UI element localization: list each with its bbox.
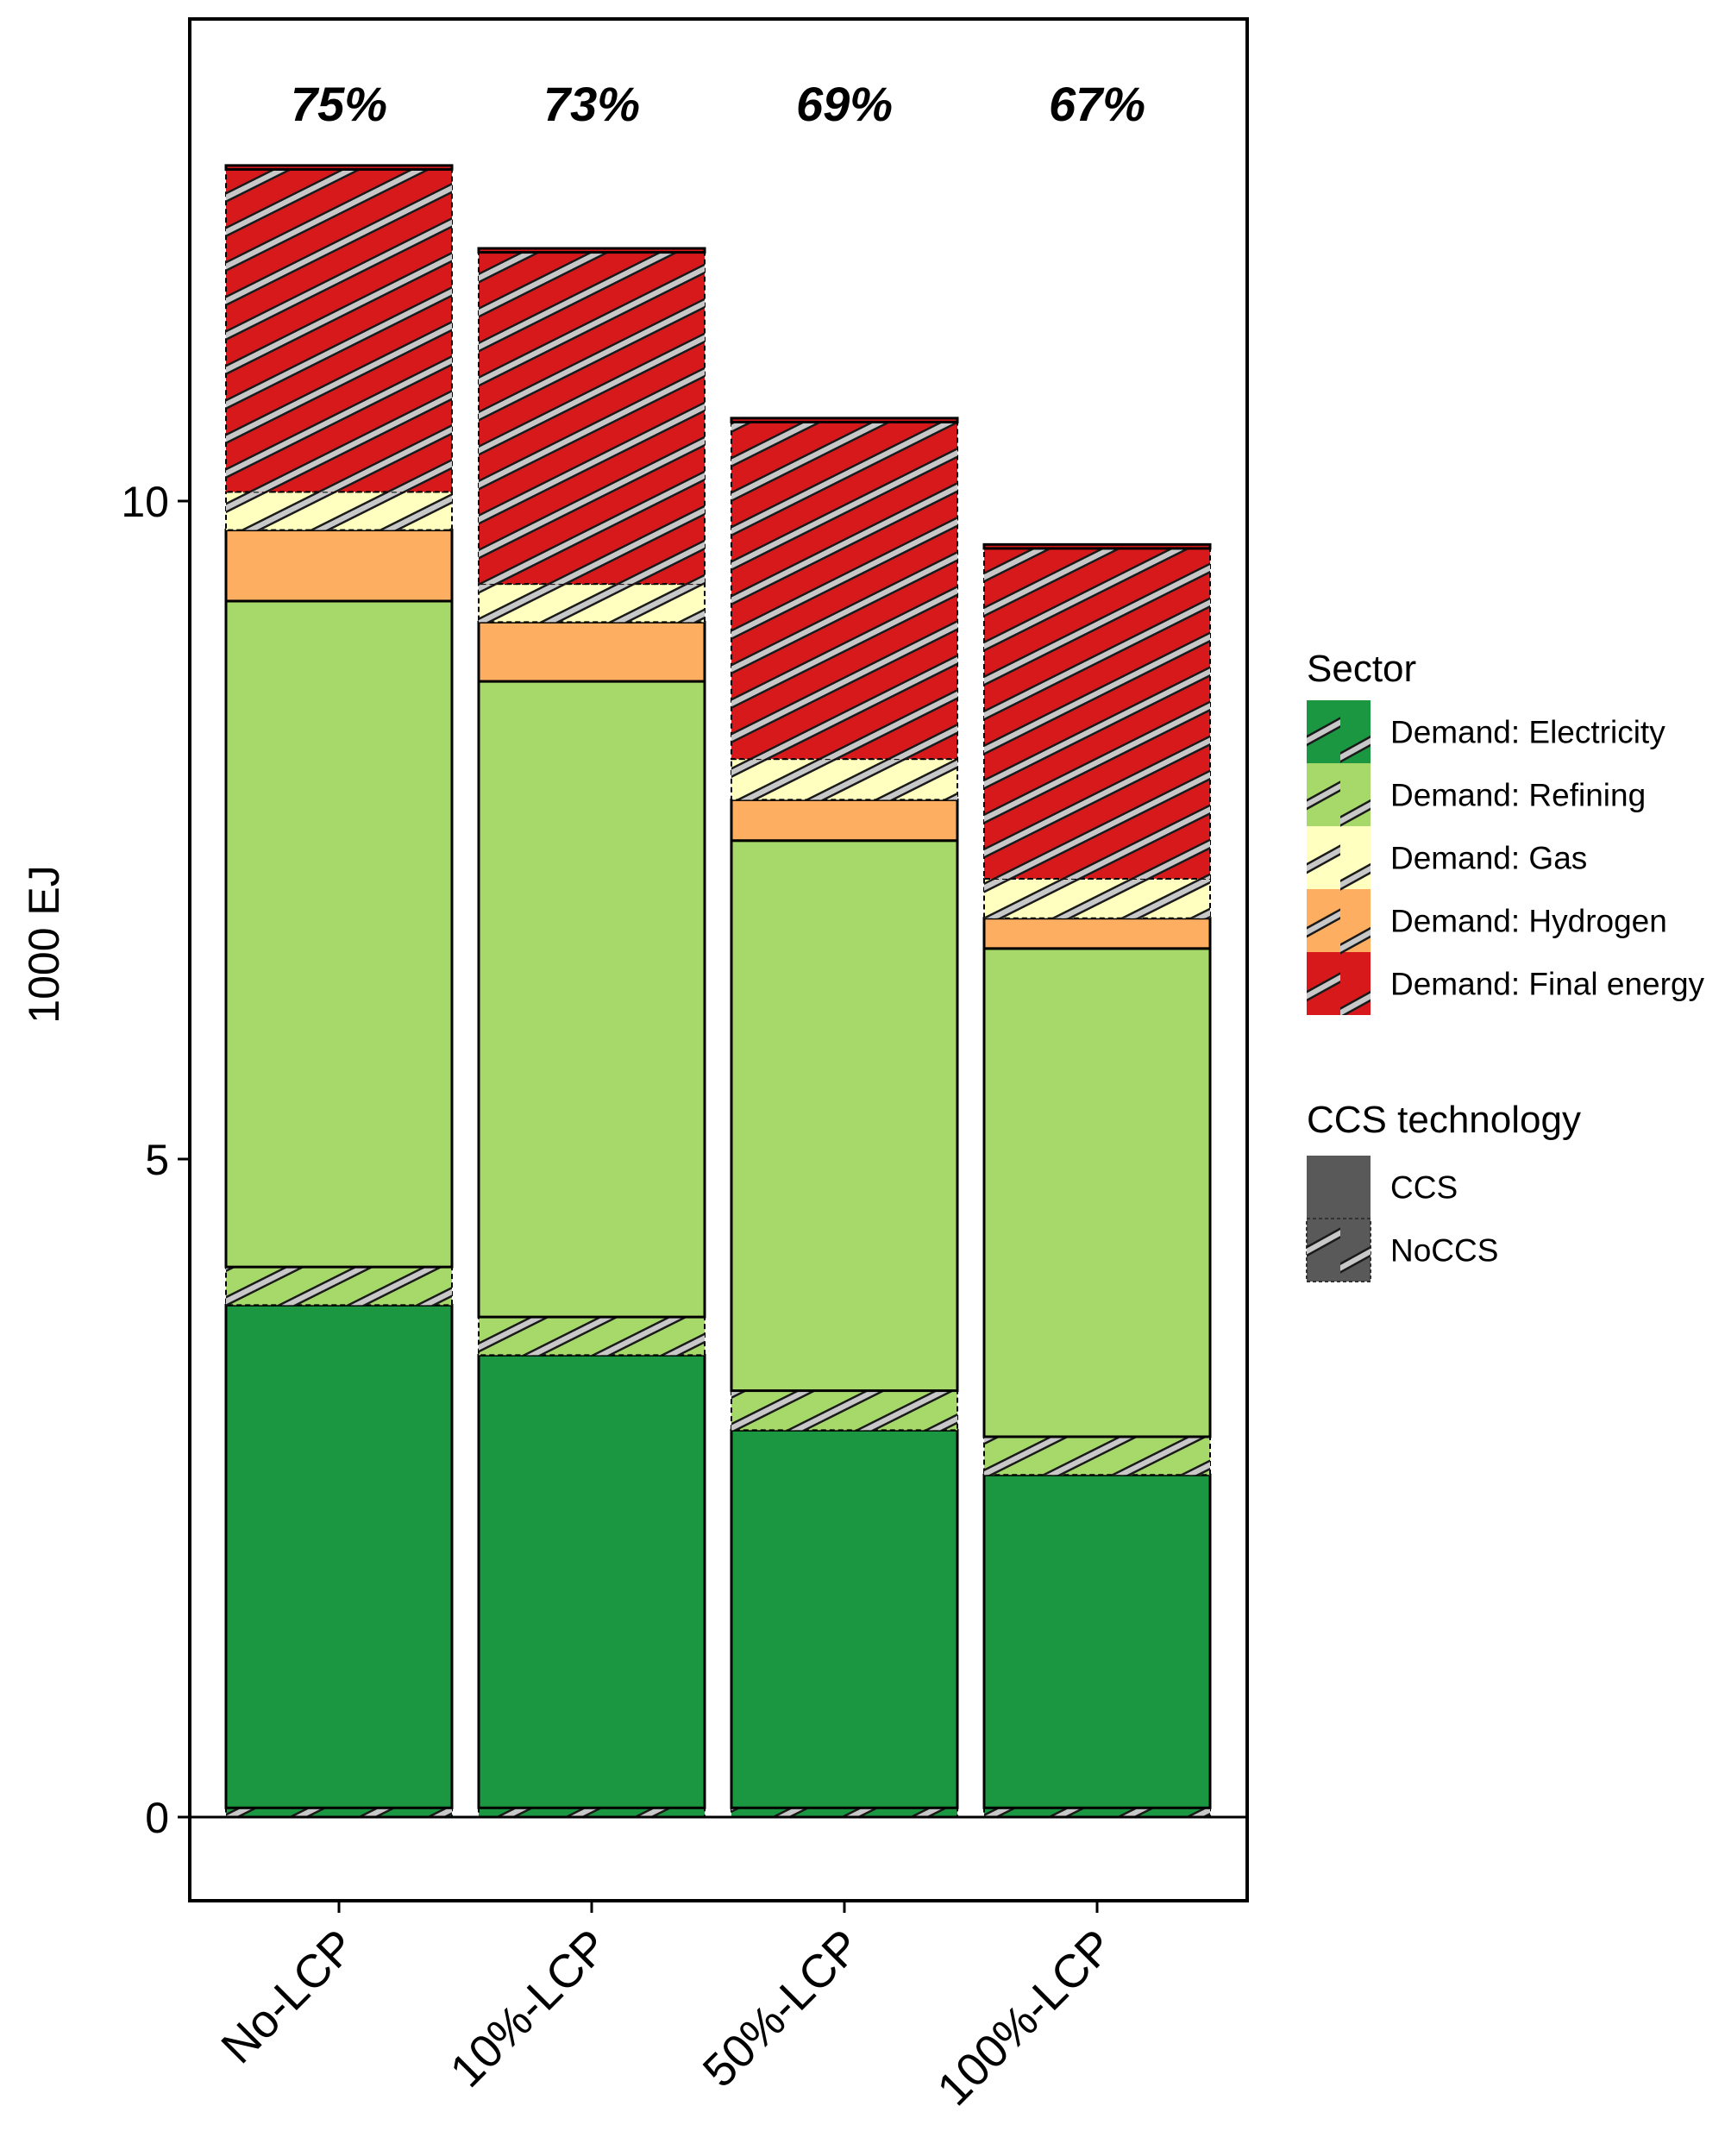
bar-segment-demand-gas-noccs-hatch bbox=[226, 492, 452, 530]
x-tick-label: 50%-LCP bbox=[693, 1920, 871, 2097]
y-tick-label: 5 bbox=[145, 1136, 169, 1184]
legend-label: Demand: Refining bbox=[1390, 778, 1646, 813]
legend-swatch-hatch bbox=[1307, 1219, 1371, 1282]
legend: Sector Demand: Electricity Demand: Refinin… bbox=[1306, 648, 1705, 1282]
legend-swatch-hatch bbox=[1307, 952, 1371, 1015]
bar-segment-demand-final-energy-noccs-hatch bbox=[226, 169, 452, 492]
legend-label: Demand: Hydrogen bbox=[1390, 904, 1667, 939]
bar-segment-demand-electricity-noccs-hatch bbox=[984, 1808, 1210, 1817]
legend-label: Demand: Final energy bbox=[1390, 967, 1705, 1002]
bar-segment-demand-electricity-ccs bbox=[730, 1428, 959, 1809]
x-tick-label: 10%-LCP bbox=[441, 1920, 618, 2097]
bar-segment-demand-hydrogen-ccs bbox=[982, 917, 1212, 950]
x-tick-label: 100%-LCP bbox=[927, 1920, 1123, 2115]
bar-50-lcp bbox=[730, 417, 959, 1819]
bar-segment-demand-gas-noccs-hatch bbox=[479, 584, 705, 623]
plot-area: 75% 73% 69% 67% bbox=[188, 17, 1249, 1902]
legend-item-demand-electricity: Demand: Electricity bbox=[1307, 700, 1665, 763]
bar-segment-demand-final-energy-ccs bbox=[730, 417, 959, 423]
legend-label: Demand: Gas bbox=[1390, 841, 1587, 876]
legend-item-demand-hydrogen: Demand: Hydrogen bbox=[1307, 889, 1667, 952]
y-axis: 0 5 10 bbox=[121, 478, 190, 1842]
y-axis-label: 1000 EJ bbox=[20, 865, 68, 1023]
legend-swatch bbox=[1307, 1156, 1371, 1219]
bar-segment-demand-final-energy-ccs bbox=[982, 542, 1212, 550]
bar-segment-demand-final-energy-noccs-hatch bbox=[479, 252, 705, 585]
bar-segment-demand-refining-noccs-hatch bbox=[984, 1436, 1210, 1476]
bar-annotation-no-lcp: 75% bbox=[291, 77, 387, 131]
legend-item-demand-final-energy: Demand: Final energy bbox=[1307, 952, 1705, 1015]
bar-segment-demand-hydrogen-ccs bbox=[224, 529, 454, 603]
bar-segment-demand-gas-noccs-hatch bbox=[731, 759, 957, 800]
bar-segment-demand-refining-noccs-hatch bbox=[731, 1390, 957, 1431]
plot-panel-border bbox=[188, 17, 1249, 1902]
bar-segment-demand-electricity-noccs-hatch bbox=[479, 1808, 705, 1817]
bar-segment-demand-final-energy-noccs-hatch bbox=[984, 548, 1210, 879]
bar-10-lcp bbox=[477, 247, 706, 1819]
bar-segment-demand-refining-noccs-hatch bbox=[226, 1267, 452, 1306]
bar-segment-demand-refining-ccs bbox=[224, 599, 454, 1269]
bar-segment-demand-gas-noccs-hatch bbox=[984, 878, 1210, 918]
bar-segment-demand-hydrogen-ccs bbox=[477, 620, 706, 683]
x-axis: No-LCP 10%-LCP 50%-LCP 100%-LCP bbox=[211, 1901, 1123, 2115]
legend-ccs-title: CCS technology bbox=[1307, 1099, 1581, 1141]
bar-segment-demand-electricity-ccs bbox=[224, 1303, 454, 1809]
bar-segment-demand-electricity-ccs bbox=[982, 1473, 1212, 1809]
bar-annotation-50-lcp: 69% bbox=[796, 77, 893, 131]
bar-segment-demand-refining-ccs bbox=[477, 680, 706, 1319]
bar-segment-demand-final-energy-ccs bbox=[224, 164, 454, 171]
bar-no-lcp bbox=[224, 164, 454, 1819]
bar-annotation-100-lcp: 67% bbox=[1049, 77, 1145, 131]
legend-item-demand-gas: Demand: Gas bbox=[1307, 826, 1587, 889]
bar-segment-demand-electricity-noccs-hatch bbox=[226, 1808, 452, 1817]
legend-label: Demand: Electricity bbox=[1390, 715, 1665, 750]
y-tick-label: 10 bbox=[121, 478, 169, 526]
legend-swatch-hatch bbox=[1307, 889, 1371, 952]
legend-sector-title: Sector bbox=[1307, 648, 1416, 690]
bar-segment-demand-final-energy-noccs-hatch bbox=[731, 422, 957, 760]
bar-annotation-10-lcp: 73% bbox=[543, 77, 640, 131]
legend-label: NoCCS bbox=[1390, 1233, 1498, 1269]
legend-label: CCS bbox=[1390, 1170, 1458, 1206]
bar-segment-demand-hydrogen-ccs bbox=[730, 798, 959, 843]
x-tick-label: No-LCP bbox=[211, 1920, 365, 2073]
bar-segment-demand-refining-ccs bbox=[982, 947, 1212, 1438]
legend-swatch-hatch bbox=[1307, 826, 1371, 889]
legend-item-demand-refining: Demand: Refining bbox=[1307, 763, 1646, 826]
bar-segment-demand-refining-ccs bbox=[730, 839, 959, 1393]
bar-segment-demand-electricity-noccs-hatch bbox=[731, 1808, 957, 1817]
y-tick-label: 0 bbox=[145, 1794, 169, 1842]
legend-swatch-hatch bbox=[1307, 700, 1371, 763]
bar-segment-demand-final-energy-ccs bbox=[477, 247, 706, 254]
legend-item-noccs: NoCCS bbox=[1306, 1218, 1498, 1282]
legend-item-ccs: CCS bbox=[1307, 1156, 1458, 1219]
bar-segment-demand-refining-noccs-hatch bbox=[479, 1317, 705, 1356]
bar-segment-demand-electricity-ccs bbox=[477, 1353, 706, 1809]
legend-swatch-hatch bbox=[1307, 763, 1371, 826]
bar-100-lcp bbox=[982, 542, 1212, 1819]
